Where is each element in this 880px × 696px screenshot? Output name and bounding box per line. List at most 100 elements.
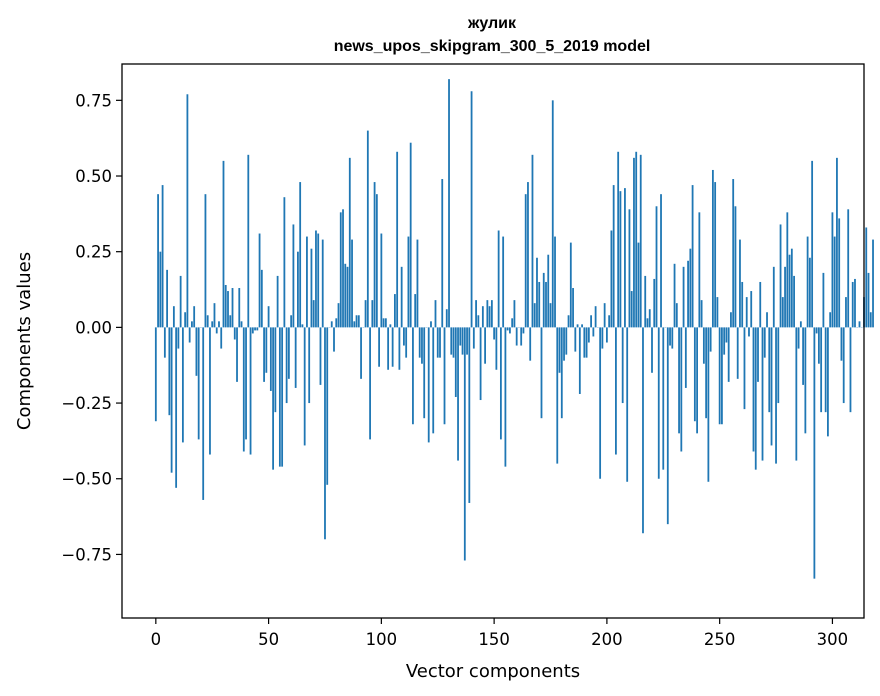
bar-component-13 — [184, 312, 187, 328]
bar-component-305 — [842, 327, 845, 404]
bar-component-286 — [799, 321, 802, 328]
bar-component-253 — [725, 327, 728, 343]
bar-component-16 — [191, 321, 193, 328]
bar-component-53 — [274, 327, 277, 413]
bar-component-274 — [772, 266, 775, 328]
bar-component-9 — [175, 327, 178, 488]
bar-component-171 — [540, 327, 543, 419]
bar-component-23 — [206, 315, 209, 328]
bar-component-217 — [644, 275, 647, 328]
bar-component-178 — [556, 327, 559, 464]
bar-component-134 — [457, 327, 459, 461]
bar-component-36 — [236, 327, 238, 382]
bar-component-70 — [312, 300, 315, 328]
bar-component-288 — [804, 327, 807, 434]
bar-component-153 — [499, 327, 502, 440]
x-tick-label: 300 — [817, 630, 849, 649]
bar-component-206 — [619, 191, 622, 328]
bar-component-110 — [403, 327, 405, 346]
bar-component-228 — [669, 327, 671, 346]
bar-component-264 — [750, 291, 753, 328]
bar-component-199 — [603, 303, 606, 328]
bar-component-236 — [687, 260, 689, 328]
bar-component-243 — [702, 327, 705, 364]
bar-component-215 — [639, 154, 642, 328]
bar-component-62 — [294, 327, 297, 388]
bar-component-7 — [170, 327, 173, 473]
bar-component-258 — [736, 327, 739, 379]
bar-component-61 — [292, 224, 295, 328]
bar-component-34 — [231, 288, 234, 328]
bar-component-232 — [678, 327, 680, 434]
bar-component-298 — [827, 327, 829, 437]
bar-component-118 — [421, 327, 423, 364]
bar-component-152 — [497, 230, 500, 328]
bar-component-55 — [278, 327, 281, 467]
bar-component-306 — [845, 297, 847, 328]
bar-component-48 — [263, 327, 265, 382]
bar-component-276 — [777, 327, 780, 404]
bar-component-168 — [533, 303, 536, 328]
bar-component-240 — [696, 327, 698, 434]
bar-component-25 — [211, 321, 214, 328]
bar-component-163 — [522, 327, 525, 334]
bar-component-14 — [186, 94, 189, 328]
bar-component-81 — [337, 303, 340, 328]
x-axis-label: Vector components — [406, 661, 580, 682]
bar-component-142 — [475, 300, 477, 328]
bar-component-121 — [427, 327, 430, 443]
bar-component-265 — [752, 327, 755, 452]
bar-component-79 — [333, 327, 335, 352]
bar-component-128 — [443, 327, 446, 425]
bar-component-204 — [615, 327, 617, 455]
bar-component-44 — [254, 327, 256, 331]
bar-component-200 — [605, 327, 608, 343]
bar-component-155 — [504, 327, 507, 467]
bar-component-283 — [793, 275, 795, 328]
bar-component-198 — [601, 327, 604, 349]
bar-component-310 — [854, 278, 856, 328]
bar-component-112 — [407, 236, 410, 328]
bar-component-222 — [655, 206, 658, 328]
bar-component-69 — [310, 248, 313, 328]
bar-component-307 — [847, 209, 850, 328]
bar-component-213 — [635, 151, 638, 328]
bar-component-231 — [675, 303, 678, 328]
bar-component-94 — [366, 130, 369, 328]
bar-component-220 — [651, 327, 653, 373]
bar-component-31 — [224, 284, 227, 328]
bar-component-164 — [524, 194, 527, 328]
bar-series — [154, 79, 874, 579]
bar-component-188 — [578, 327, 581, 394]
bar-component-261 — [743, 327, 746, 410]
bar-component-300 — [831, 212, 834, 328]
bar-component-58 — [285, 327, 288, 404]
bar-component-172 — [542, 272, 545, 328]
bar-component-91 — [360, 327, 362, 379]
bar-component-117 — [418, 327, 421, 358]
bar-component-60 — [290, 315, 293, 328]
bar-component-256 — [732, 179, 735, 328]
x-tick-label: 0 — [151, 630, 162, 649]
bar-component-126 — [439, 327, 441, 358]
bar-component-97 — [373, 182, 376, 328]
bar-component-88 — [353, 321, 356, 328]
bar-component-254 — [727, 327, 730, 382]
bar-component-106 — [393, 294, 396, 328]
bar-component-281 — [788, 254, 791, 328]
bar-component-57 — [283, 197, 286, 328]
bar-component-67 — [306, 236, 308, 328]
bar-component-216 — [642, 327, 644, 534]
bar-component-280 — [786, 212, 789, 328]
bar-component-189 — [581, 324, 583, 328]
bar-component-278 — [781, 297, 784, 328]
bar-component-218 — [646, 318, 649, 328]
bar-component-157 — [509, 327, 511, 334]
bar-component-98 — [375, 194, 378, 328]
bar-component-83 — [342, 209, 344, 328]
bar-component-51 — [269, 327, 272, 391]
bar-component-12 — [181, 327, 184, 443]
bar-component-169 — [536, 257, 538, 328]
bar-component-282 — [790, 248, 793, 328]
bar-component-315 — [865, 227, 868, 328]
